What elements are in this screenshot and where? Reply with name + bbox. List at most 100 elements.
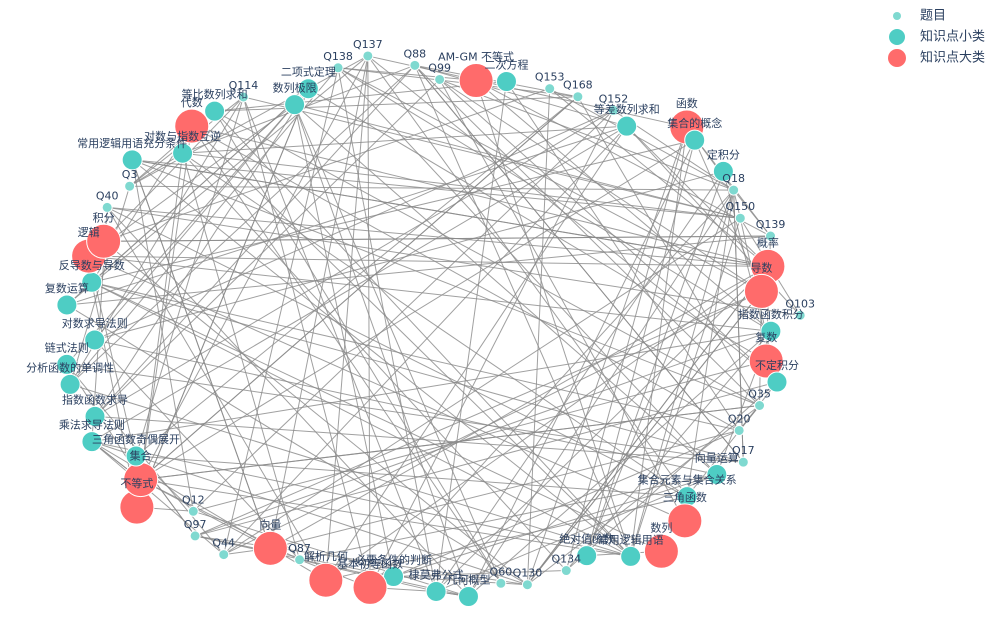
node[interactable]: [737, 456, 749, 468]
edge: [630, 189, 735, 557]
node[interactable]: [362, 50, 374, 62]
edge: [338, 67, 578, 98]
legend-label[interactable]: 知识点大类: [920, 50, 985, 66]
node[interactable]: [125, 445, 147, 467]
edge: [191, 125, 632, 557]
node[interactable]: [297, 78, 319, 100]
node[interactable]: [754, 399, 766, 411]
node-label: 数列极限: [273, 81, 317, 95]
node[interactable]: [765, 230, 777, 242]
node-label: 等比数列求和: [182, 87, 248, 101]
node[interactable]: [684, 129, 706, 151]
node-label: 指数函数积分: [738, 307, 804, 321]
legend-label[interactable]: 题目: [920, 9, 946, 24]
node[interactable]: [607, 104, 619, 116]
edge: [435, 171, 724, 592]
node[interactable]: [458, 63, 494, 99]
node[interactable]: [237, 91, 249, 103]
node[interactable]: [572, 91, 584, 103]
edge: [94, 109, 614, 417]
node[interactable]: [712, 160, 734, 182]
edge: [136, 88, 309, 508]
edge: [91, 441, 528, 586]
node[interactable]: [189, 530, 201, 542]
node[interactable]: [284, 94, 306, 116]
edge: [94, 339, 300, 561]
node[interactable]: [748, 343, 784, 379]
edge: [475, 80, 772, 332]
node[interactable]: [172, 142, 194, 164]
edge: [69, 67, 339, 385]
node[interactable]: [124, 180, 136, 192]
node[interactable]: [734, 212, 746, 224]
node[interactable]: [576, 545, 598, 567]
node[interactable]: [352, 569, 388, 605]
legend-marker[interactable]: [893, 12, 901, 20]
node[interactable]: [56, 294, 78, 316]
node[interactable]: [733, 424, 745, 436]
node[interactable]: [409, 59, 421, 71]
node[interactable]: [521, 579, 533, 591]
edge: [88, 255, 768, 267]
edge: [103, 240, 528, 586]
node[interactable]: [794, 309, 806, 321]
node[interactable]: [760, 320, 782, 342]
node[interactable]: [187, 505, 199, 517]
node[interactable]: [252, 530, 288, 566]
node[interactable]: [86, 223, 122, 259]
node[interactable]: [56, 353, 78, 375]
edge: [140, 139, 695, 481]
node[interactable]: [121, 149, 143, 171]
node[interactable]: [425, 580, 447, 602]
edge: [526, 266, 769, 586]
node[interactable]: [495, 71, 517, 93]
node[interactable]: [728, 184, 740, 196]
edge: [367, 55, 688, 497]
node-label: Q152: [599, 92, 629, 105]
edge: [66, 88, 309, 365]
node[interactable]: [308, 562, 344, 598]
node-label: 基本初等函数: [337, 556, 403, 570]
legend-label[interactable]: 知识点小类: [920, 29, 985, 45]
node-label: 集合: [130, 449, 152, 463]
node[interactable]: [84, 405, 106, 427]
edge: [565, 126, 688, 571]
node[interactable]: [616, 115, 638, 137]
node[interactable]: [218, 549, 230, 561]
node[interactable]: [667, 503, 703, 539]
legend-marker[interactable]: [889, 29, 905, 45]
edge: [294, 104, 718, 475]
edge: [223, 290, 762, 556]
node-label: 不定积分: [755, 358, 799, 372]
node[interactable]: [766, 371, 788, 393]
node[interactable]: [620, 545, 642, 567]
node[interactable]: [495, 577, 507, 589]
node[interactable]: [84, 329, 106, 351]
node[interactable]: [174, 108, 210, 144]
edge: [393, 430, 740, 577]
node-label: Q3: [122, 168, 138, 181]
edge: [468, 330, 772, 597]
node-label: 向量: [259, 517, 281, 531]
node[interactable]: [59, 373, 81, 395]
node[interactable]: [706, 464, 728, 486]
node[interactable]: [294, 554, 306, 566]
edge: [439, 79, 778, 383]
node-label: 几何概型: [446, 572, 490, 586]
edge: [88, 104, 295, 257]
node[interactable]: [544, 83, 556, 95]
edge: [129, 185, 734, 191]
edge: [294, 104, 502, 584]
node[interactable]: [434, 73, 446, 85]
node[interactable]: [204, 100, 226, 122]
node[interactable]: [560, 565, 572, 577]
node[interactable]: [332, 62, 344, 74]
node[interactable]: [457, 585, 479, 607]
node[interactable]: [743, 273, 779, 309]
node-label: 向量运算: [695, 451, 739, 465]
node[interactable]: [643, 533, 679, 569]
node[interactable]: [101, 201, 113, 213]
legend-marker[interactable]: [888, 49, 906, 67]
node[interactable]: [81, 431, 103, 453]
